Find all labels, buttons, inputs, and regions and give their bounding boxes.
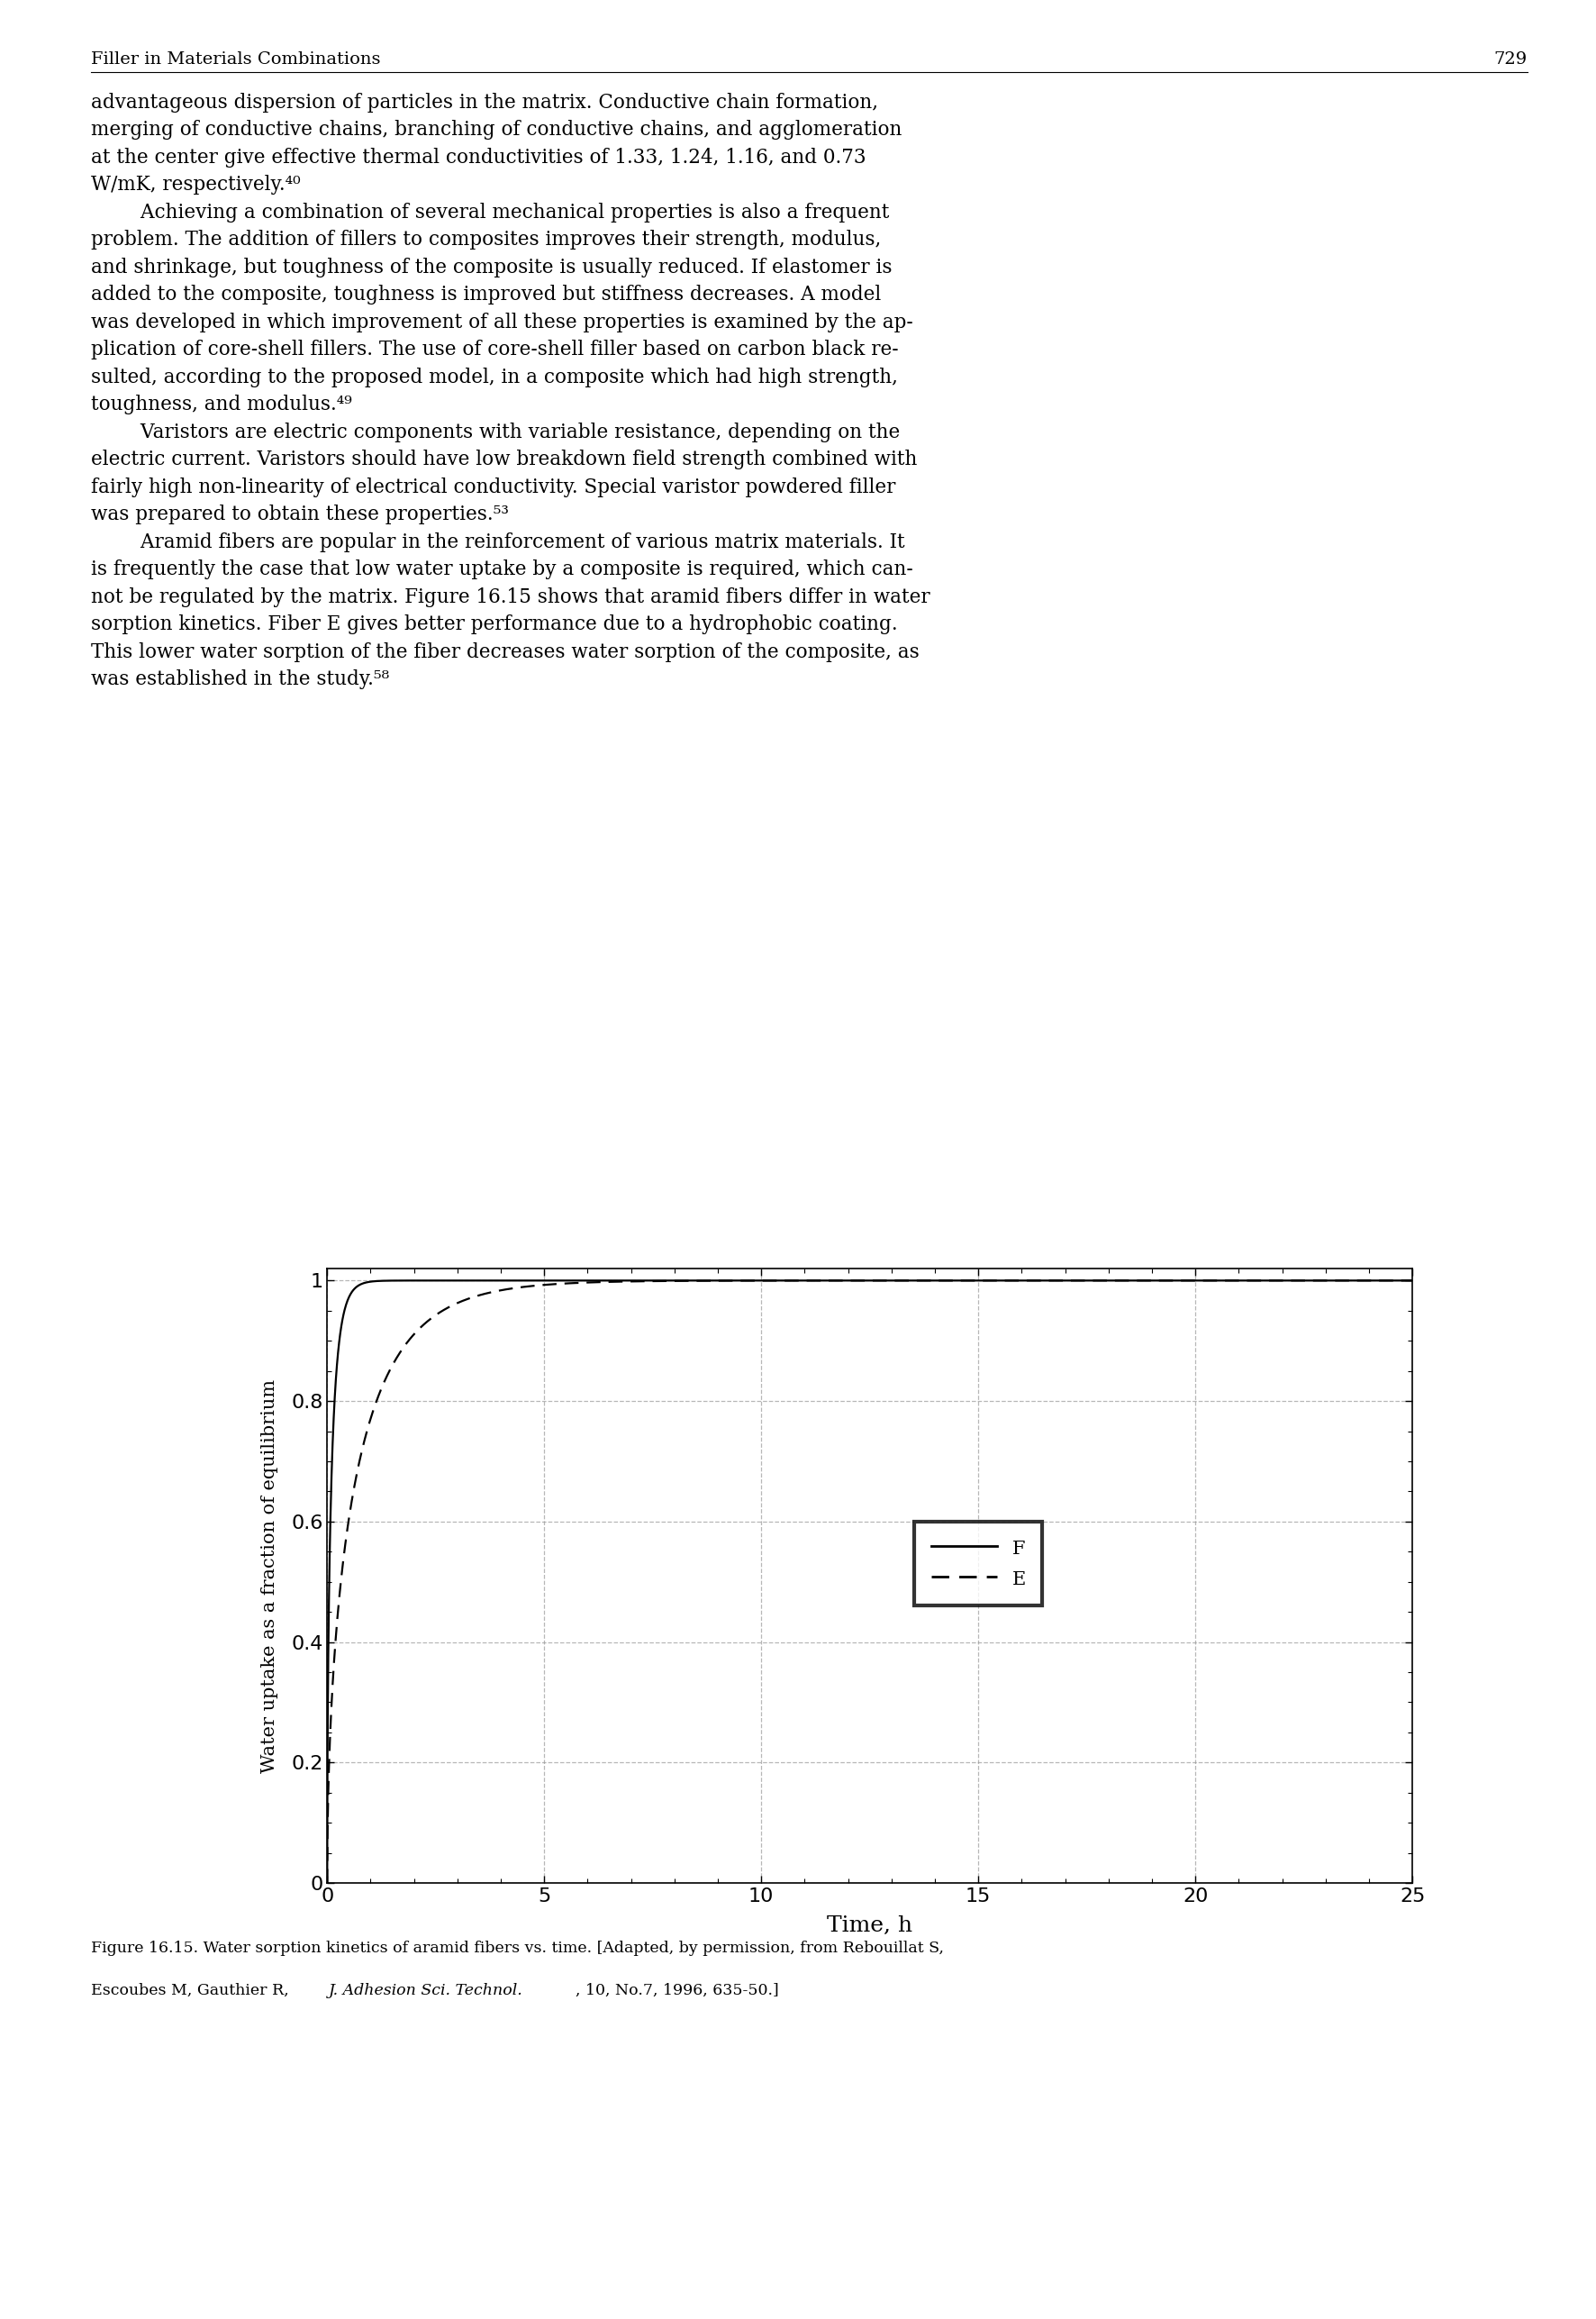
Text: Filler in Materials Combinations: Filler in Materials Combinations — [91, 51, 380, 67]
X-axis label: Time, h: Time, h — [827, 1915, 913, 1936]
Text: Escoubes M, Gauthier R,: Escoubes M, Gauthier R, — [91, 1983, 294, 1999]
Text: , 10, No.7, 1996, 635-50.]: , 10, No.7, 1996, 635-50.] — [576, 1983, 779, 1999]
Text: Figure 16.15. Water sorption kinetics of aramid fibers vs. time. [Adapted, by pe: Figure 16.15. Water sorption kinetics of… — [91, 1941, 943, 1957]
Text: 729: 729 — [1494, 51, 1527, 67]
Text: advantageous dispersion of particles in the matrix. Conductive chain formation,
: advantageous dispersion of particles in … — [91, 93, 930, 689]
Text: J. Adhesion Sci. Technol.: J. Adhesion Sci. Technol. — [329, 1983, 523, 1999]
Legend: F, E: F, E — [915, 1521, 1042, 1605]
Y-axis label: Water uptake as a fraction of equilibrium: Water uptake as a fraction of equilibriu… — [262, 1380, 278, 1772]
